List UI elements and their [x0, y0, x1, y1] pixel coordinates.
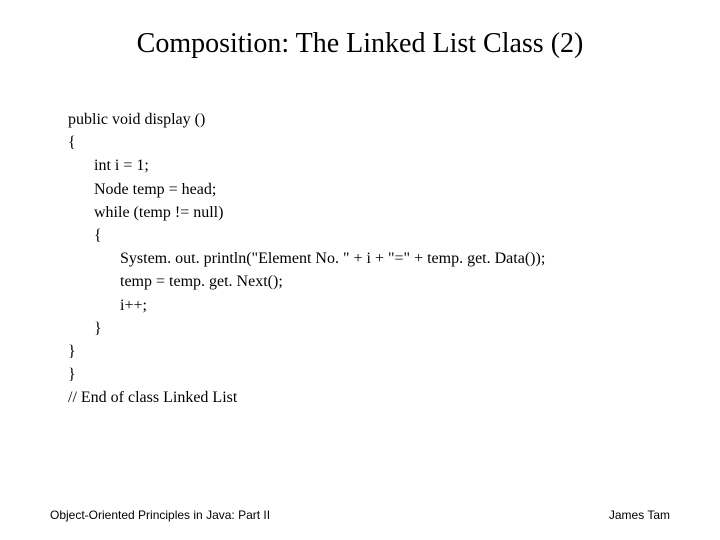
slide-title: Composition: The Linked List Class (2)	[90, 28, 630, 60]
code-line: }	[68, 340, 670, 363]
footer-left: Object-Oriented Principles in Java: Part…	[50, 508, 270, 522]
code-line: i++;	[68, 294, 670, 317]
code-line: temp = temp. get. Next();	[68, 270, 670, 293]
code-line: while (temp != null)	[68, 201, 670, 224]
code-line: {	[68, 131, 670, 154]
code-line: int i = 1;	[68, 154, 670, 177]
code-line: // End of class Linked List	[68, 386, 670, 409]
code-line: }	[68, 363, 670, 386]
code-line: public void display ()	[68, 108, 670, 131]
footer: Object-Oriented Principles in Java: Part…	[50, 508, 670, 522]
code-line: }	[68, 317, 670, 340]
code-line: {	[68, 224, 670, 247]
footer-right: James Tam	[609, 508, 670, 522]
slide: Composition: The Linked List Class (2) p…	[0, 0, 720, 540]
code-line: System. out. println("Element No. " + i …	[68, 247, 670, 270]
code-block: public void display () { int i = 1; Node…	[68, 108, 670, 409]
code-line: Node temp = head;	[68, 178, 670, 201]
